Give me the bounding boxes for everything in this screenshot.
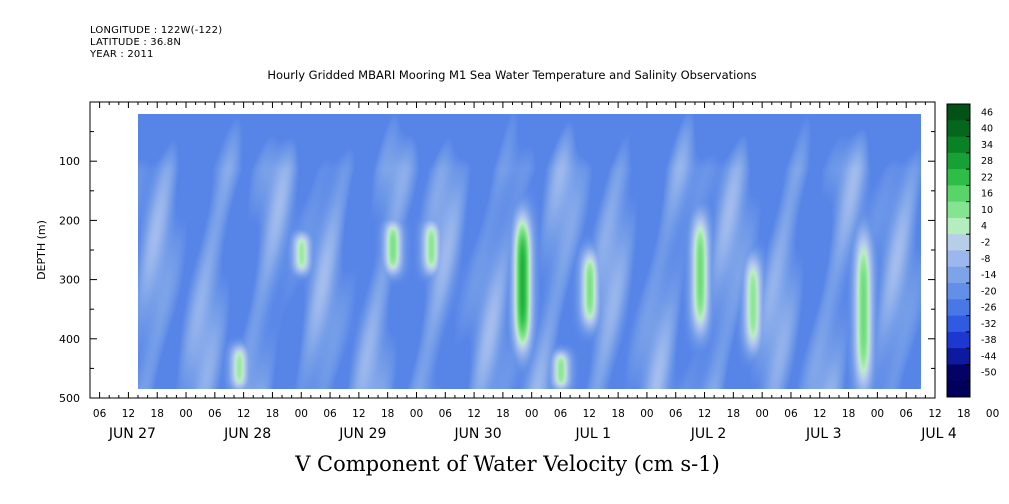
- colorbar-label: 4: [981, 221, 987, 232]
- x-hour-tick-label: 06: [554, 408, 568, 420]
- x-hour-tick-label: 06: [439, 408, 453, 420]
- x-axis-title: V Component of Water Velocity (cm s-1): [295, 452, 720, 476]
- x-day-label: JUN 29: [338, 426, 386, 442]
- x-day-label: JUN 28: [223, 426, 271, 442]
- colorbar-label: 46: [981, 107, 993, 118]
- colorbar-segment: [947, 380, 970, 398]
- x-hour-tick-label: 18: [842, 408, 855, 420]
- x-hour-tick-label: 18: [266, 408, 279, 420]
- x-hour-tick-label: 12: [122, 408, 135, 420]
- x-hour-tick-label: 06: [323, 408, 337, 420]
- colorbar-segment: [947, 136, 970, 154]
- colorbar-segment: [947, 364, 970, 382]
- colorbar-label: 34: [981, 140, 993, 151]
- x-hour-tick-label: 12: [928, 408, 941, 420]
- colorbar-segment: [947, 283, 970, 300]
- colorbar-label: -20: [981, 286, 997, 297]
- colorbar-label: -8: [981, 254, 990, 265]
- colorbar-label: -2: [981, 238, 990, 249]
- x-hour-tick-label: 00: [640, 408, 653, 420]
- x-day-label: JUL 4: [920, 426, 957, 442]
- x-hour-tick-label: 18: [381, 408, 394, 420]
- x-hour-tick-label: 00: [986, 408, 999, 420]
- x-hour-tick-label: 00: [410, 408, 423, 420]
- y-axis-title: DEPTH (m): [35, 220, 48, 280]
- colorbar-label: 16: [981, 189, 993, 200]
- x-hour-tick-label: 12: [467, 408, 480, 420]
- colorbar-segment: [947, 348, 970, 365]
- colorbar-segment: [947, 104, 970, 121]
- x-hour-tick-label: 18: [151, 408, 164, 420]
- x-hour-tick-label: 06: [208, 408, 222, 420]
- x-hour-tick-label: 00: [871, 408, 884, 420]
- x-hour-tick-label: 12: [583, 408, 596, 420]
- x-hour-tick-label: 06: [900, 408, 914, 420]
- x-hour-tick-label: 12: [237, 408, 250, 420]
- colorbar-segment: [947, 234, 970, 251]
- colorbar-segment: [947, 299, 970, 317]
- x-hour-tick-label: 06: [784, 408, 798, 420]
- colorbar-segment: [947, 217, 970, 235]
- y-tick-label: 400: [59, 333, 80, 346]
- x-day-label: JUL 1: [575, 426, 612, 442]
- x-hour-tick-label: 12: [352, 408, 365, 420]
- x-day-label: JUN 27: [108, 426, 156, 442]
- x-hour-tick-label: 06: [93, 408, 107, 420]
- colorbar-label: 28: [981, 156, 993, 167]
- x-day-label: JUL 2: [690, 426, 727, 442]
- x-hour-tick-label: 18: [957, 408, 970, 420]
- colorbar-segment: [947, 120, 970, 138]
- colorbar-label: 40: [981, 124, 993, 135]
- colorbar-label: -26: [981, 303, 997, 314]
- colorbar-segment: [947, 266, 970, 284]
- heatmap-field: [138, 114, 921, 389]
- colorbar-segment: [947, 185, 970, 203]
- y-tick-label: 500: [59, 392, 80, 405]
- colorbar-segment: [947, 331, 970, 349]
- colorbar-label: 10: [981, 205, 993, 216]
- x-hour-tick-label: 12: [813, 408, 826, 420]
- y-tick-label: 100: [59, 155, 80, 168]
- colorbar-label: -38: [981, 335, 997, 346]
- colorbar-label: -50: [981, 368, 997, 379]
- x-hour-tick-label: 12: [698, 408, 711, 420]
- longitude-label: LONGITUDE : 122W(-122): [90, 25, 223, 36]
- colorbar-label: -14: [981, 270, 997, 281]
- colorbar-label: -44: [981, 351, 997, 362]
- colorbar-segment: [947, 250, 970, 268]
- year-label: YEAR : 2011: [90, 49, 154, 60]
- colorbar-segment: [947, 201, 970, 219]
- y-tick-label: 200: [59, 214, 80, 227]
- x-hour-tick-label: 18: [727, 408, 740, 420]
- x-day-label: JUL 3: [805, 426, 842, 442]
- x-hour-tick-label: 00: [525, 408, 538, 420]
- colorbar-segment: [947, 315, 970, 333]
- latitude-label: LATITUDE : 36.8N: [90, 37, 182, 48]
- y-tick-label: 300: [59, 274, 80, 287]
- colorbar-segment: [947, 169, 970, 186]
- x-hour-tick-label: 00: [295, 408, 308, 420]
- colorbar-segment: [947, 152, 970, 170]
- x-hour-tick-label: 00: [179, 408, 192, 420]
- x-hour-tick-label: 18: [611, 408, 624, 420]
- colorbar-label: -32: [981, 319, 997, 330]
- x-day-label: JUN 30: [454, 426, 502, 442]
- chart-title: Hourly Gridded MBARI Mooring M1 Sea Wate…: [267, 68, 757, 82]
- x-hour-tick-label: 06: [669, 408, 683, 420]
- x-hour-tick-label: 18: [496, 408, 509, 420]
- x-hour-tick-label: 00: [755, 408, 768, 420]
- colorbar-label: 22: [981, 172, 993, 183]
